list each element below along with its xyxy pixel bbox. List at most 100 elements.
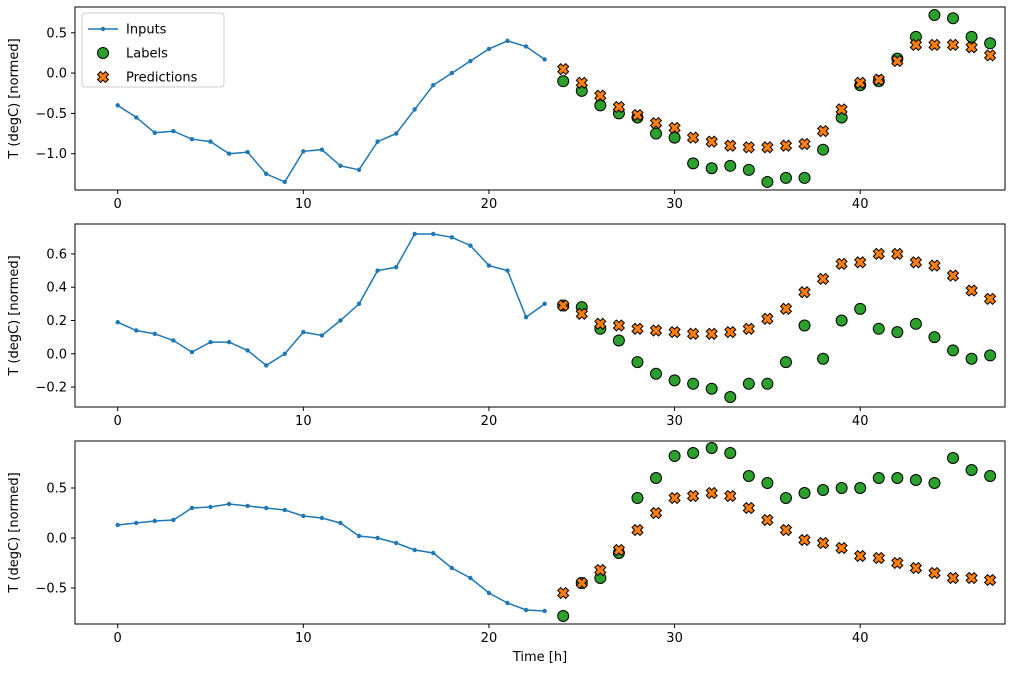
inputs-point: [226, 339, 232, 345]
prediction-point: [816, 536, 830, 550]
label-point: [742, 470, 755, 482]
prediction-point: [816, 272, 830, 286]
inputs-point: [375, 268, 380, 273]
inputs-line: [117, 40, 546, 183]
label-point: [724, 447, 737, 459]
prediction-point: [928, 259, 941, 272]
inputs-point: [505, 268, 510, 273]
x-tick-label: 40: [852, 197, 869, 212]
inputs-point: [486, 263, 492, 268]
series-inputs: [115, 501, 547, 614]
prediction-point: [724, 139, 737, 152]
legend-circle-sample: [97, 47, 109, 59]
inputs-point: [542, 608, 547, 614]
x-tick-label: 20: [481, 414, 498, 429]
inputs-point: [486, 590, 492, 596]
inputs-point: [263, 505, 269, 511]
inputs-point: [171, 128, 176, 134]
prediction-point: [928, 38, 941, 52]
x-tick-label: 40: [852, 414, 869, 429]
label-point: [779, 171, 792, 184]
y-tick-label: 0.5: [46, 482, 67, 497]
x-tick-label: 30: [666, 414, 683, 429]
label-point: [854, 482, 867, 494]
prediction-point: [909, 561, 923, 575]
prediction-point: [872, 73, 885, 86]
prediction-point: [835, 257, 848, 271]
label-point: [687, 447, 700, 459]
prediction-point: [557, 586, 570, 600]
prediction-point: [724, 489, 737, 503]
legend: Inputs Labels Predictions: [81, 12, 225, 88]
prediction-point: [891, 556, 904, 570]
label-point: [650, 367, 663, 380]
label-point: [668, 450, 681, 462]
label-point: [928, 331, 941, 344]
prediction-point: [668, 491, 681, 505]
subplot-2: 0 10 20 30 40 0.6 0.4 0.2 0.0 −0.2 T (degC) [norme…: [7, 223, 1006, 429]
inputs-point: [431, 550, 436, 556]
prediction-point: [779, 139, 793, 152]
prediction-point: [631, 523, 644, 537]
legend-frame: [81, 12, 225, 88]
label-point: [650, 472, 663, 484]
inputs-point: [245, 503, 250, 509]
prediction-point: [854, 256, 867, 269]
prediction-point: [742, 141, 755, 154]
label-point: [705, 442, 718, 454]
inputs-point: [393, 131, 399, 136]
inputs-point: [356, 167, 362, 173]
prediction-point: [965, 284, 978, 297]
x-tick-label: 30: [666, 631, 683, 646]
label-point: [705, 382, 718, 395]
inputs-point: [505, 600, 510, 606]
series-predictions: [557, 247, 997, 340]
inputs-point: [134, 115, 139, 120]
inputs-point: [319, 515, 325, 521]
prediction-point: [594, 89, 607, 102]
label-point: [687, 377, 700, 390]
label-point: [965, 464, 978, 476]
prediction-point: [705, 327, 718, 340]
prediction-point: [798, 533, 811, 547]
legend-entry-inputs: Inputs: [88, 23, 167, 38]
prediction-point: [705, 486, 718, 500]
prediction-point: [779, 302, 793, 315]
series-inputs: [115, 231, 547, 368]
legend-label: Labels: [126, 47, 168, 62]
prediction-point: [983, 49, 997, 62]
y-tick-label: 0.6: [46, 247, 67, 262]
prediction-point: [668, 325, 681, 339]
inputs-point: [338, 318, 343, 323]
inputs-point: [338, 520, 343, 526]
prediction-point: [983, 573, 997, 587]
label-point: [928, 9, 941, 22]
inputs-point: [505, 38, 510, 44]
label-point: [557, 610, 570, 622]
prediction-point: [928, 566, 941, 580]
y-axis-label: T (degC) [normed]: [7, 255, 22, 376]
inputs-point: [468, 243, 473, 248]
inputs-point: [393, 540, 399, 546]
label-point: [835, 482, 848, 494]
label-point: [835, 314, 848, 327]
inputs-point: [115, 522, 120, 528]
prediction-point: [705, 135, 718, 148]
prediction-point: [631, 108, 644, 122]
inputs-point: [245, 348, 250, 353]
prediction-point: [575, 76, 588, 89]
label-point: [557, 75, 570, 88]
prediction-point: [798, 137, 811, 151]
label-point: [779, 492, 792, 504]
inputs-point: [468, 575, 473, 581]
series-labels: [557, 299, 997, 404]
label-point: [761, 175, 774, 188]
label-point: [668, 374, 681, 387]
prediction-point: [761, 513, 774, 527]
prediction-point: [798, 286, 811, 299]
label-point: [705, 162, 718, 175]
inputs-point: [431, 82, 436, 88]
x-tick-label: 0: [114, 197, 122, 212]
prediction-point: [594, 317, 607, 330]
